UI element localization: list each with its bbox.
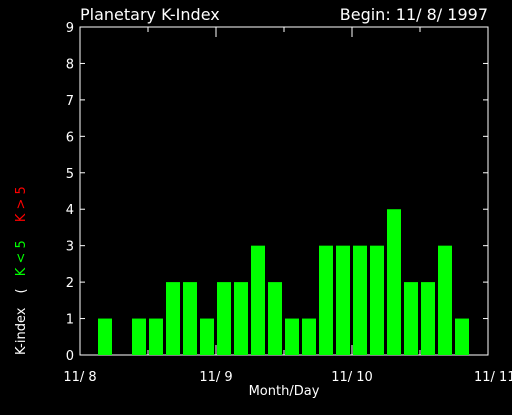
- bar-6: [183, 282, 197, 355]
- bar-3: [132, 318, 146, 355]
- x-tick-label-2: 11/ 10: [331, 370, 373, 385]
- bar-8: [217, 282, 231, 355]
- bar-20: [421, 282, 435, 355]
- y-tick-label-2: 2: [66, 276, 74, 291]
- y-axis-label: K-index ( K < 5 K > 5: [14, 186, 29, 355]
- x-tick-label-1: 11/ 9: [199, 370, 232, 385]
- y-tick-label-1: 1: [66, 313, 74, 328]
- bar-1: [98, 318, 112, 355]
- y-tick-label-5: 5: [66, 167, 74, 182]
- y-tick-label-9: 9: [66, 21, 74, 36]
- y-tick-label-6: 6: [66, 130, 74, 145]
- bar-21: [438, 245, 452, 355]
- x-tick-label-0: 11/ 8: [63, 370, 96, 385]
- x-axis-label: Month/Day: [249, 384, 320, 399]
- bar-4: [149, 318, 163, 355]
- bar-16: [353, 245, 367, 355]
- y-axis-label-low: K < 5: [14, 240, 29, 276]
- x-tick-label-3: 11/ 11: [474, 370, 512, 385]
- bar-18: [387, 209, 401, 355]
- y-axis-label-paren: (: [14, 288, 29, 293]
- y-ticks: 0 1 2 3 4 5 6 7 8 9: [66, 21, 488, 364]
- y-tick-label-0: 0: [66, 349, 74, 364]
- chart-title: Planetary K-Index: [80, 5, 220, 24]
- y-axis-label-high: K > 5: [14, 186, 29, 222]
- bar-15: [336, 245, 350, 355]
- bar-10: [251, 245, 265, 355]
- y-axis-label-main: K-index: [14, 307, 29, 355]
- bar-5: [166, 282, 180, 355]
- bar-11: [268, 282, 282, 355]
- bar-17: [370, 245, 384, 355]
- y-tick-label-3: 3: [66, 240, 74, 255]
- y-tick-label-7: 7: [66, 94, 74, 109]
- bars-layer: [98, 209, 469, 355]
- bar-14: [319, 245, 333, 355]
- y-tick-label-8: 8: [66, 57, 74, 72]
- begin-date-label: Begin: 11/ 8/ 1997: [340, 5, 488, 24]
- bar-12: [285, 318, 299, 355]
- bar-9: [234, 282, 248, 355]
- y-tick-label-4: 4: [66, 203, 74, 218]
- x-ticks: 11/ 8 11/ 9 11/ 10 11/ 11: [63, 27, 512, 385]
- bar-22: [455, 318, 469, 355]
- bar-7: [200, 318, 214, 355]
- bar-19: [404, 282, 418, 355]
- bar-13: [302, 318, 316, 355]
